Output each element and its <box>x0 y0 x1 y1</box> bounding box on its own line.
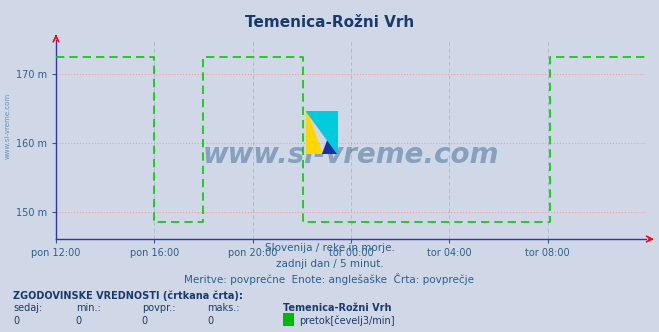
Polygon shape <box>322 111 338 154</box>
Text: Meritve: povprečne  Enote: anglešaške  Črta: povprečje: Meritve: povprečne Enote: anglešaške Črt… <box>185 273 474 285</box>
Text: www.si-vreme.com: www.si-vreme.com <box>5 93 11 159</box>
Polygon shape <box>306 111 338 154</box>
Text: zadnji dan / 5 minut.: zadnji dan / 5 minut. <box>275 259 384 269</box>
Text: min.:: min.: <box>76 303 101 313</box>
Text: sedaj:: sedaj: <box>13 303 42 313</box>
Text: 0: 0 <box>208 316 214 326</box>
Text: ZGODOVINSKE VREDNOSTI (črtkana črta):: ZGODOVINSKE VREDNOSTI (črtkana črta): <box>13 290 243 301</box>
Text: 0: 0 <box>13 316 19 326</box>
Text: Slovenija / reke in morje.: Slovenija / reke in morje. <box>264 243 395 253</box>
Text: 0: 0 <box>76 316 82 326</box>
Text: www.si-vreme.com: www.si-vreme.com <box>203 141 499 169</box>
Text: pretok[čevelj3/min]: pretok[čevelj3/min] <box>299 315 395 326</box>
Text: Temenica-Rožni Vrh: Temenica-Rožni Vrh <box>283 303 392 313</box>
Text: povpr.:: povpr.: <box>142 303 175 313</box>
Text: maks.:: maks.: <box>208 303 240 313</box>
Text: Temenica-Rožni Vrh: Temenica-Rožni Vrh <box>245 15 414 30</box>
Text: 0: 0 <box>142 316 148 326</box>
Polygon shape <box>306 111 322 154</box>
